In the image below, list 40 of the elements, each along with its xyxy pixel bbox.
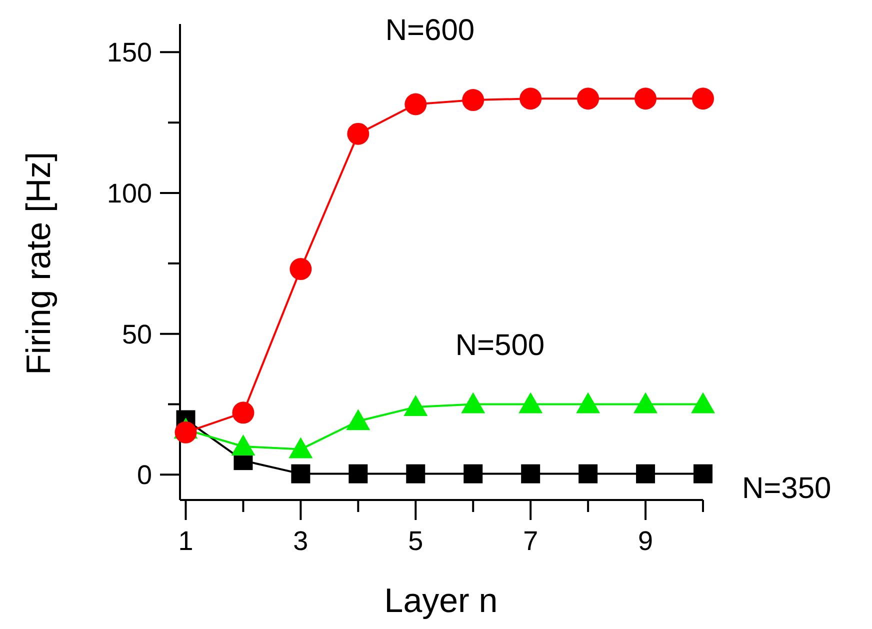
point <box>404 93 427 116</box>
y-tick-label: 50 <box>122 319 152 350</box>
point <box>694 464 712 484</box>
point <box>692 88 714 110</box>
point <box>288 437 313 458</box>
point <box>518 392 543 414</box>
point <box>634 392 658 414</box>
x-tick-label: 3 <box>293 526 308 556</box>
point <box>636 464 656 484</box>
point <box>691 392 715 414</box>
point <box>634 88 657 110</box>
point <box>406 464 426 484</box>
point <box>232 402 254 424</box>
x-tick-label: 1 <box>178 526 194 556</box>
series-label: N=500 <box>455 329 545 362</box>
x-axis-title: Layer n <box>384 582 498 620</box>
point <box>576 392 600 414</box>
point <box>462 89 484 112</box>
point <box>291 464 310 484</box>
point <box>348 464 368 484</box>
point <box>461 392 486 414</box>
point <box>521 464 540 484</box>
x-tick-label: 9 <box>638 526 654 556</box>
point <box>578 464 598 484</box>
x-tick-label: 5 <box>408 526 424 556</box>
point <box>231 434 256 456</box>
point <box>347 122 370 145</box>
point <box>520 88 542 110</box>
y-tick-label: 0 <box>136 460 152 490</box>
y-axis-title: Firing rate [Hz] <box>20 152 58 375</box>
y-tick-label: 100 <box>106 178 152 208</box>
x-tick-label: 7 <box>523 526 538 556</box>
point <box>464 464 483 484</box>
series-label: N=350 <box>742 472 832 505</box>
point <box>346 409 370 430</box>
series-label: N=600 <box>385 14 475 47</box>
point <box>290 258 312 280</box>
point <box>404 395 428 416</box>
point <box>577 88 600 110</box>
y-tick-label: 150 <box>106 38 152 68</box>
